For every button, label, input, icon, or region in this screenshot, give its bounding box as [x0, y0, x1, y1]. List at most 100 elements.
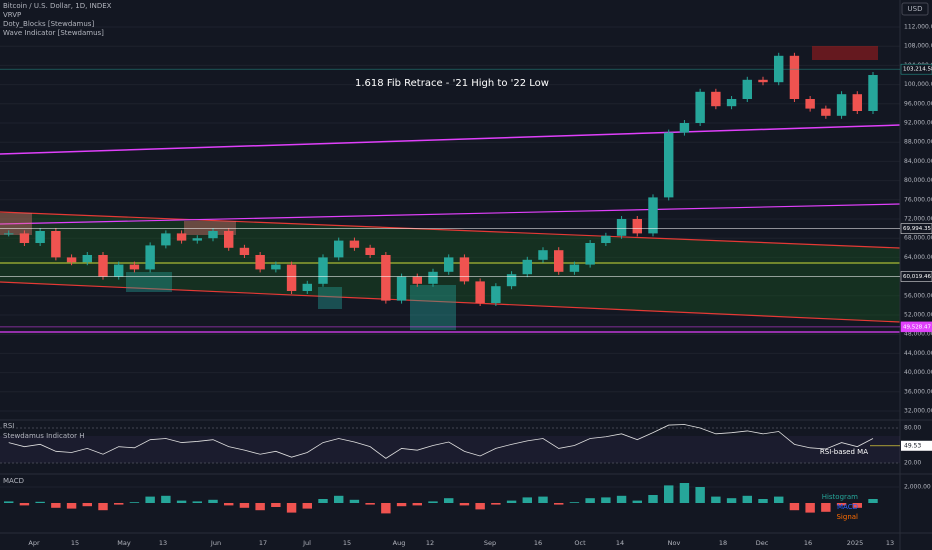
time-label: Aug [393, 539, 406, 547]
histogram-bar [365, 503, 375, 505]
histogram-bar [852, 503, 862, 508]
candle [208, 231, 218, 239]
price-tick-label: 108,000.00 [904, 43, 932, 50]
block [318, 287, 342, 309]
histogram-bar [554, 503, 564, 505]
price-tick-label: 32,000.00 [904, 408, 932, 415]
histogram-bar [836, 503, 847, 506]
time-label: 13 [886, 539, 894, 547]
price-axis: 112,000.00108,000.00104,000.00100,000.00… [0, 24, 932, 415]
candle [444, 257, 454, 272]
histogram-bar [349, 499, 360, 503]
candle [648, 197, 658, 234]
legend: Histogram [822, 493, 858, 501]
price-tick-label: 36,000.00 [904, 388, 932, 395]
block [410, 285, 456, 330]
indicator: Wave Indicator [Stewdamus] [3, 29, 104, 37]
grid [0, 26, 900, 412]
candle [695, 91, 705, 123]
rsi-panel: 80.00 20.00 49.53 [0, 424, 932, 467]
histogram-bar [585, 498, 595, 503]
candles [4, 52, 878, 306]
candle [286, 264, 297, 291]
legend: MACD [837, 503, 858, 511]
macd-title: MACD [3, 477, 24, 485]
histogram-bar [475, 503, 485, 510]
candle [381, 255, 391, 301]
histogram-bar [711, 496, 721, 503]
indicator: Doty_Blocks [Stewdamus] [3, 20, 94, 28]
time-label: 12 [426, 539, 434, 547]
histogram-bar [569, 502, 580, 503]
histogram-bar [821, 503, 831, 512]
histogram-bar [19, 503, 30, 506]
histogram-bar [789, 503, 800, 511]
candle [601, 235, 611, 243]
level-tag [900, 63, 932, 75]
histogram-bar [491, 503, 501, 505]
candle [19, 233, 30, 243]
time-axis: Apr 15 May 13 Jun 17 Jul 15 Aug 12 Sep 16 Oct 14 Nov 18… [28, 539, 894, 547]
rsi-title: RSI [3, 422, 14, 430]
candle [664, 132, 674, 198]
histogram-bar [522, 497, 532, 503]
block [0, 213, 32, 235]
histogram-bar [98, 503, 108, 511]
candle [758, 79, 768, 83]
candle [616, 219, 627, 236]
candle [554, 250, 564, 272]
candle [679, 123, 690, 133]
candle [51, 231, 61, 258]
time-label: 18 [719, 539, 727, 547]
histogram-bar [868, 499, 878, 503]
histogram-bar [742, 495, 752, 503]
candle [711, 91, 721, 107]
trendline [0, 211, 901, 249]
price-tick-label: 72,000.00 [904, 216, 932, 223]
histogram-bar [601, 497, 611, 503]
currency[interactable]: USD [908, 5, 923, 13]
candle [318, 257, 328, 284]
histogram-bar [459, 503, 470, 506]
price-tick-label: 48,000.00 [904, 331, 932, 338]
price-tick-label: 40,000.00 [904, 369, 932, 376]
candle [742, 79, 752, 99]
histogram-bar [695, 487, 705, 503]
histogram-bar [129, 502, 140, 503]
level-label: 103,214.58 [903, 67, 932, 73]
time-label: 13 [159, 539, 167, 547]
currency-button[interactable] [901, 2, 929, 16]
histogram-bar [726, 498, 737, 503]
candle [475, 281, 485, 303]
histogram-bar [616, 495, 627, 503]
ma-tag [901, 440, 932, 451]
candle [35, 231, 45, 243]
histogram-bar [381, 503, 391, 514]
rsi-band [0, 436, 900, 463]
histogram-bar [145, 496, 155, 503]
price-tick-label: 44,000.00 [904, 350, 932, 357]
price-tick-label: 76,000.00 [904, 196, 932, 203]
histogram-bar [334, 495, 344, 503]
histogram-bar [444, 498, 454, 503]
candle [428, 271, 438, 284]
legend: Signal [836, 513, 858, 521]
time-label: Nov [668, 539, 681, 547]
candle [129, 264, 140, 270]
histogram-bar [396, 503, 407, 507]
candle [239, 247, 250, 255]
candle [632, 219, 642, 234]
histogram-bar [318, 499, 328, 503]
block [184, 221, 236, 235]
level-tag [900, 271, 932, 282]
price-tick-label: 68,000.00 [904, 235, 932, 242]
level-label: 60,019.46 [903, 274, 931, 280]
candle [145, 245, 155, 270]
histogram-bar [224, 503, 234, 506]
candle [805, 99, 815, 109]
time-label: Dec [756, 539, 769, 547]
block [812, 46, 878, 60]
symbol-title: Bitcoin / U.S. Dollar, 1D, INDEX [3, 2, 112, 10]
candle [522, 259, 532, 275]
indicator: VRVP [3, 11, 21, 19]
